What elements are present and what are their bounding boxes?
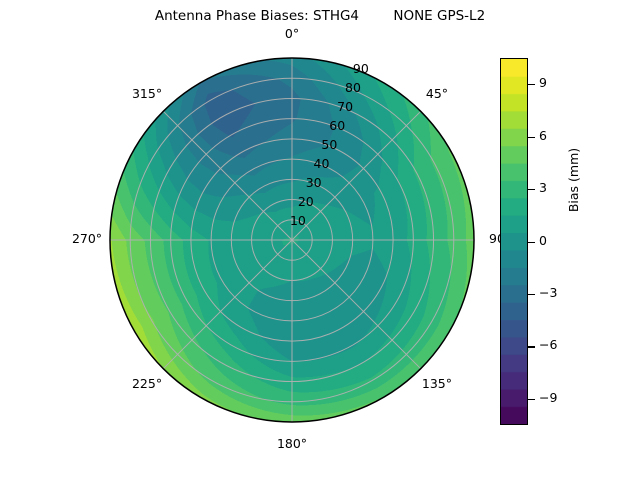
colorbar-tick-label: −3: [539, 284, 558, 300]
angular-tick-a180: 180°: [276, 436, 308, 451]
colorbar-tick-mark: [528, 241, 535, 243]
colorbar-tick-label: 6: [539, 127, 547, 143]
colorbar-tick-mark: [528, 293, 535, 296]
colorbar-tick-mark: [528, 398, 535, 400]
radial-tick-90: 90: [352, 61, 369, 77]
radial-tick-20: 20: [297, 194, 314, 210]
angular-tick-a0: 0°: [284, 26, 300, 41]
colorbar-tick-label: 3: [539, 180, 547, 196]
polar-contour-plot[interactable]: [107, 55, 477, 425]
radial-tick-80: 80: [345, 80, 361, 96]
angular-tick-a315: 315°: [131, 86, 163, 102]
radial-tick-40: 40: [313, 156, 330, 172]
colorbar-tick-label: −6: [539, 337, 558, 353]
page-title: Antenna Phase Biases: STHG4 NONE GPS-L2: [154, 8, 486, 24]
colorbar-tick-mark: [528, 346, 535, 348]
radial-tick-10: 10: [289, 213, 306, 228]
angular-tick-a225: 225°: [131, 375, 163, 391]
colorbar-tick-mark: [528, 84, 535, 86]
angular-tick-a45: 45°: [425, 86, 449, 102]
colorbar-tick-label: 0: [539, 232, 547, 248]
angular-tick-a270: 270°: [71, 231, 103, 246]
colorbar[interactable]: [500, 58, 528, 425]
colorbar-tick-mark: [528, 136, 535, 138]
colorbar-gradient: [501, 59, 527, 424]
radial-tick-60: 60: [329, 118, 346, 134]
colorbar-tick-mark: [528, 189, 535, 191]
colorbar-axis-label: Bias (mm): [566, 147, 581, 213]
radial-tick-50: 50: [321, 137, 338, 153]
colorbar-tick-label: −9: [539, 389, 558, 405]
radial-tick-30: 30: [305, 175, 322, 191]
radial-tick-70: 70: [337, 99, 354, 115]
polar-plot-area[interactable]: [107, 55, 477, 425]
angular-tick-a135: 135°: [421, 375, 452, 391]
colorbar-tick-label: 9: [539, 75, 547, 91]
